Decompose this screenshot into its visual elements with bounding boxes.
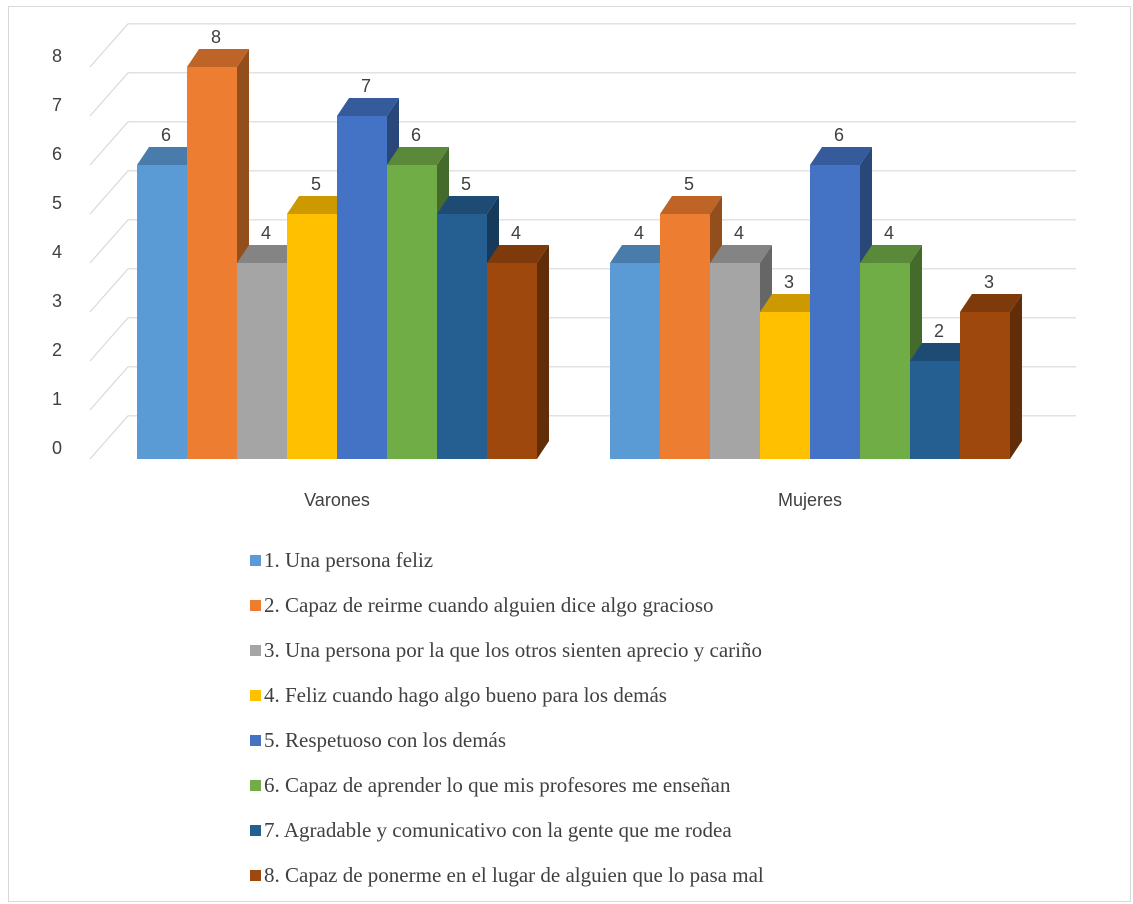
- y-tick-label-6: 6: [52, 144, 62, 164]
- bar-top-5-1: [337, 98, 399, 116]
- bar-1-1: [137, 165, 187, 459]
- bar-top-7-2: [910, 343, 972, 361]
- data-label-8-2: 3: [984, 272, 994, 292]
- bar-4-1: [287, 214, 337, 459]
- bar-7-1: [437, 214, 487, 459]
- bar-2-2: [660, 214, 710, 459]
- bar-top-1-1: [137, 147, 199, 165]
- legend-swatch-3: [250, 645, 261, 656]
- bar-top-4-2: [760, 294, 822, 312]
- legend-label-6: 6. Capaz de aprender lo que mis profesor…: [264, 773, 731, 797]
- bar-6-1: [387, 165, 437, 459]
- gridline-4: [89, 219, 1076, 264]
- legend-label-5: 5. Respetuoso con los demás: [264, 728, 507, 752]
- bar-top-8-1: [487, 245, 549, 263]
- bar-3-2: [710, 263, 760, 459]
- legend-item-8: 8. Capaz de ponerme en el lugar de algui…: [250, 853, 764, 898]
- legend-item-6: 6. Capaz de aprender lo que mis profesor…: [250, 763, 764, 808]
- bar-8-2: [960, 312, 1010, 459]
- legend-label-7: 7. Agradable y comunicativo con la gente…: [264, 818, 732, 842]
- legend-item-4: 4. Feliz cuando hago algo bueno para los…: [250, 673, 764, 718]
- data-label-2-2: 5: [684, 174, 694, 194]
- y-tick-label-8: 8: [52, 46, 62, 66]
- data-label-6-2: 4: [884, 223, 894, 243]
- bars: [137, 49, 1022, 459]
- bar-top-2-1: [187, 49, 249, 67]
- legend-item-7: 7. Agradable y comunicativo con la gente…: [250, 808, 764, 853]
- bar-side-8-2: [1010, 294, 1022, 459]
- bar-5-1: [337, 116, 387, 459]
- bar-top-7-1: [437, 196, 499, 214]
- y-tick-label-4: 4: [52, 242, 62, 262]
- bar-7-2: [910, 361, 960, 459]
- bar-4-2: [760, 312, 810, 459]
- x-tick-label-mujeres: Mujeres: [778, 490, 842, 510]
- data-label-4-2: 3: [784, 272, 794, 292]
- bar-top-1-2: [610, 245, 672, 263]
- bar-1-2: [610, 263, 660, 459]
- legend-label-4: 4. Feliz cuando hago algo bueno para los…: [264, 683, 667, 707]
- legend-swatch-4: [250, 690, 261, 701]
- gridline-5: [89, 170, 1076, 215]
- legend-swatch-5: [250, 735, 261, 746]
- bar-side-8-1: [537, 245, 549, 459]
- bar-top-2-2: [660, 196, 722, 214]
- data-label-8-1: 4: [511, 223, 521, 243]
- y-tick-label-5: 5: [52, 193, 62, 213]
- bar-6-2: [860, 263, 910, 459]
- bar-8-1: [487, 263, 537, 459]
- legend-swatch-1: [250, 555, 261, 566]
- data-label-7-2: 2: [934, 321, 944, 341]
- legend-swatch-2: [250, 600, 261, 611]
- x-tick-label-varones: Varones: [304, 490, 370, 510]
- y-tick-label-0: 0: [52, 438, 62, 458]
- data-label-2-1: 8: [211, 27, 221, 47]
- bar-top-3-2: [710, 245, 772, 263]
- bar-5-2: [810, 165, 860, 459]
- data-label-1-1: 6: [161, 125, 171, 145]
- data-label-5-2: 6: [834, 125, 844, 145]
- bar-2-1: [187, 67, 237, 459]
- data-label-7-1: 5: [461, 174, 471, 194]
- y-tick-label-2: 2: [52, 340, 62, 360]
- legend-item-1: 1. Una persona feliz: [250, 538, 764, 583]
- y-axis-ticks: 0 1 2 3 4 5 6 7 8: [52, 46, 62, 458]
- data-label-5-1: 7: [361, 76, 371, 96]
- bar-top-3-1: [237, 245, 299, 263]
- legend-label-8: 8. Capaz de ponerme en el lugar de algui…: [264, 863, 764, 887]
- bar-3-1: [237, 263, 287, 459]
- legend-item-5: 5. Respetuoso con los demás: [250, 718, 764, 763]
- bar-top-6-1: [387, 147, 449, 165]
- legend-label-3: 3. Una persona por la que los otros sien…: [264, 638, 763, 662]
- y-tick-label-1: 1: [52, 389, 62, 409]
- legend-item-2: 2. Capaz de reirme cuando alguien dice a…: [250, 583, 764, 628]
- bar-top-5-2: [810, 147, 872, 165]
- data-labels: 6 8 4 5 7 6 5 4 4 5 4 3 6 4 2 3: [161, 27, 994, 341]
- data-label-3-2: 4: [734, 223, 744, 243]
- bar-top-8-2: [960, 294, 1022, 312]
- bar-top-4-1: [287, 196, 349, 214]
- gridline-7: [89, 72, 1076, 117]
- legend-swatch-8: [250, 870, 261, 881]
- legend-swatch-6: [250, 780, 261, 791]
- y-tick-label-3: 3: [52, 291, 62, 311]
- legend: 1. Una persona feliz 2. Capaz de reirme …: [250, 538, 764, 898]
- data-label-6-1: 6: [411, 125, 421, 145]
- gridline-8: [89, 23, 1076, 68]
- data-label-1-2: 4: [634, 223, 644, 243]
- data-label-3-1: 4: [261, 223, 271, 243]
- legend-label-2: 2. Capaz de reirme cuando alguien dice a…: [264, 593, 714, 617]
- data-label-4-1: 5: [311, 174, 321, 194]
- legend-item-3: 3. Una persona por la que los otros sien…: [250, 628, 764, 673]
- legend-swatch-7: [250, 825, 261, 836]
- x-axis-ticks: Varones Mujeres: [304, 490, 842, 510]
- legend-label-1: 1. Una persona feliz: [264, 548, 434, 572]
- y-tick-label-7: 7: [52, 95, 62, 115]
- gridline-6: [89, 121, 1076, 166]
- bar-top-6-2: [860, 245, 922, 263]
